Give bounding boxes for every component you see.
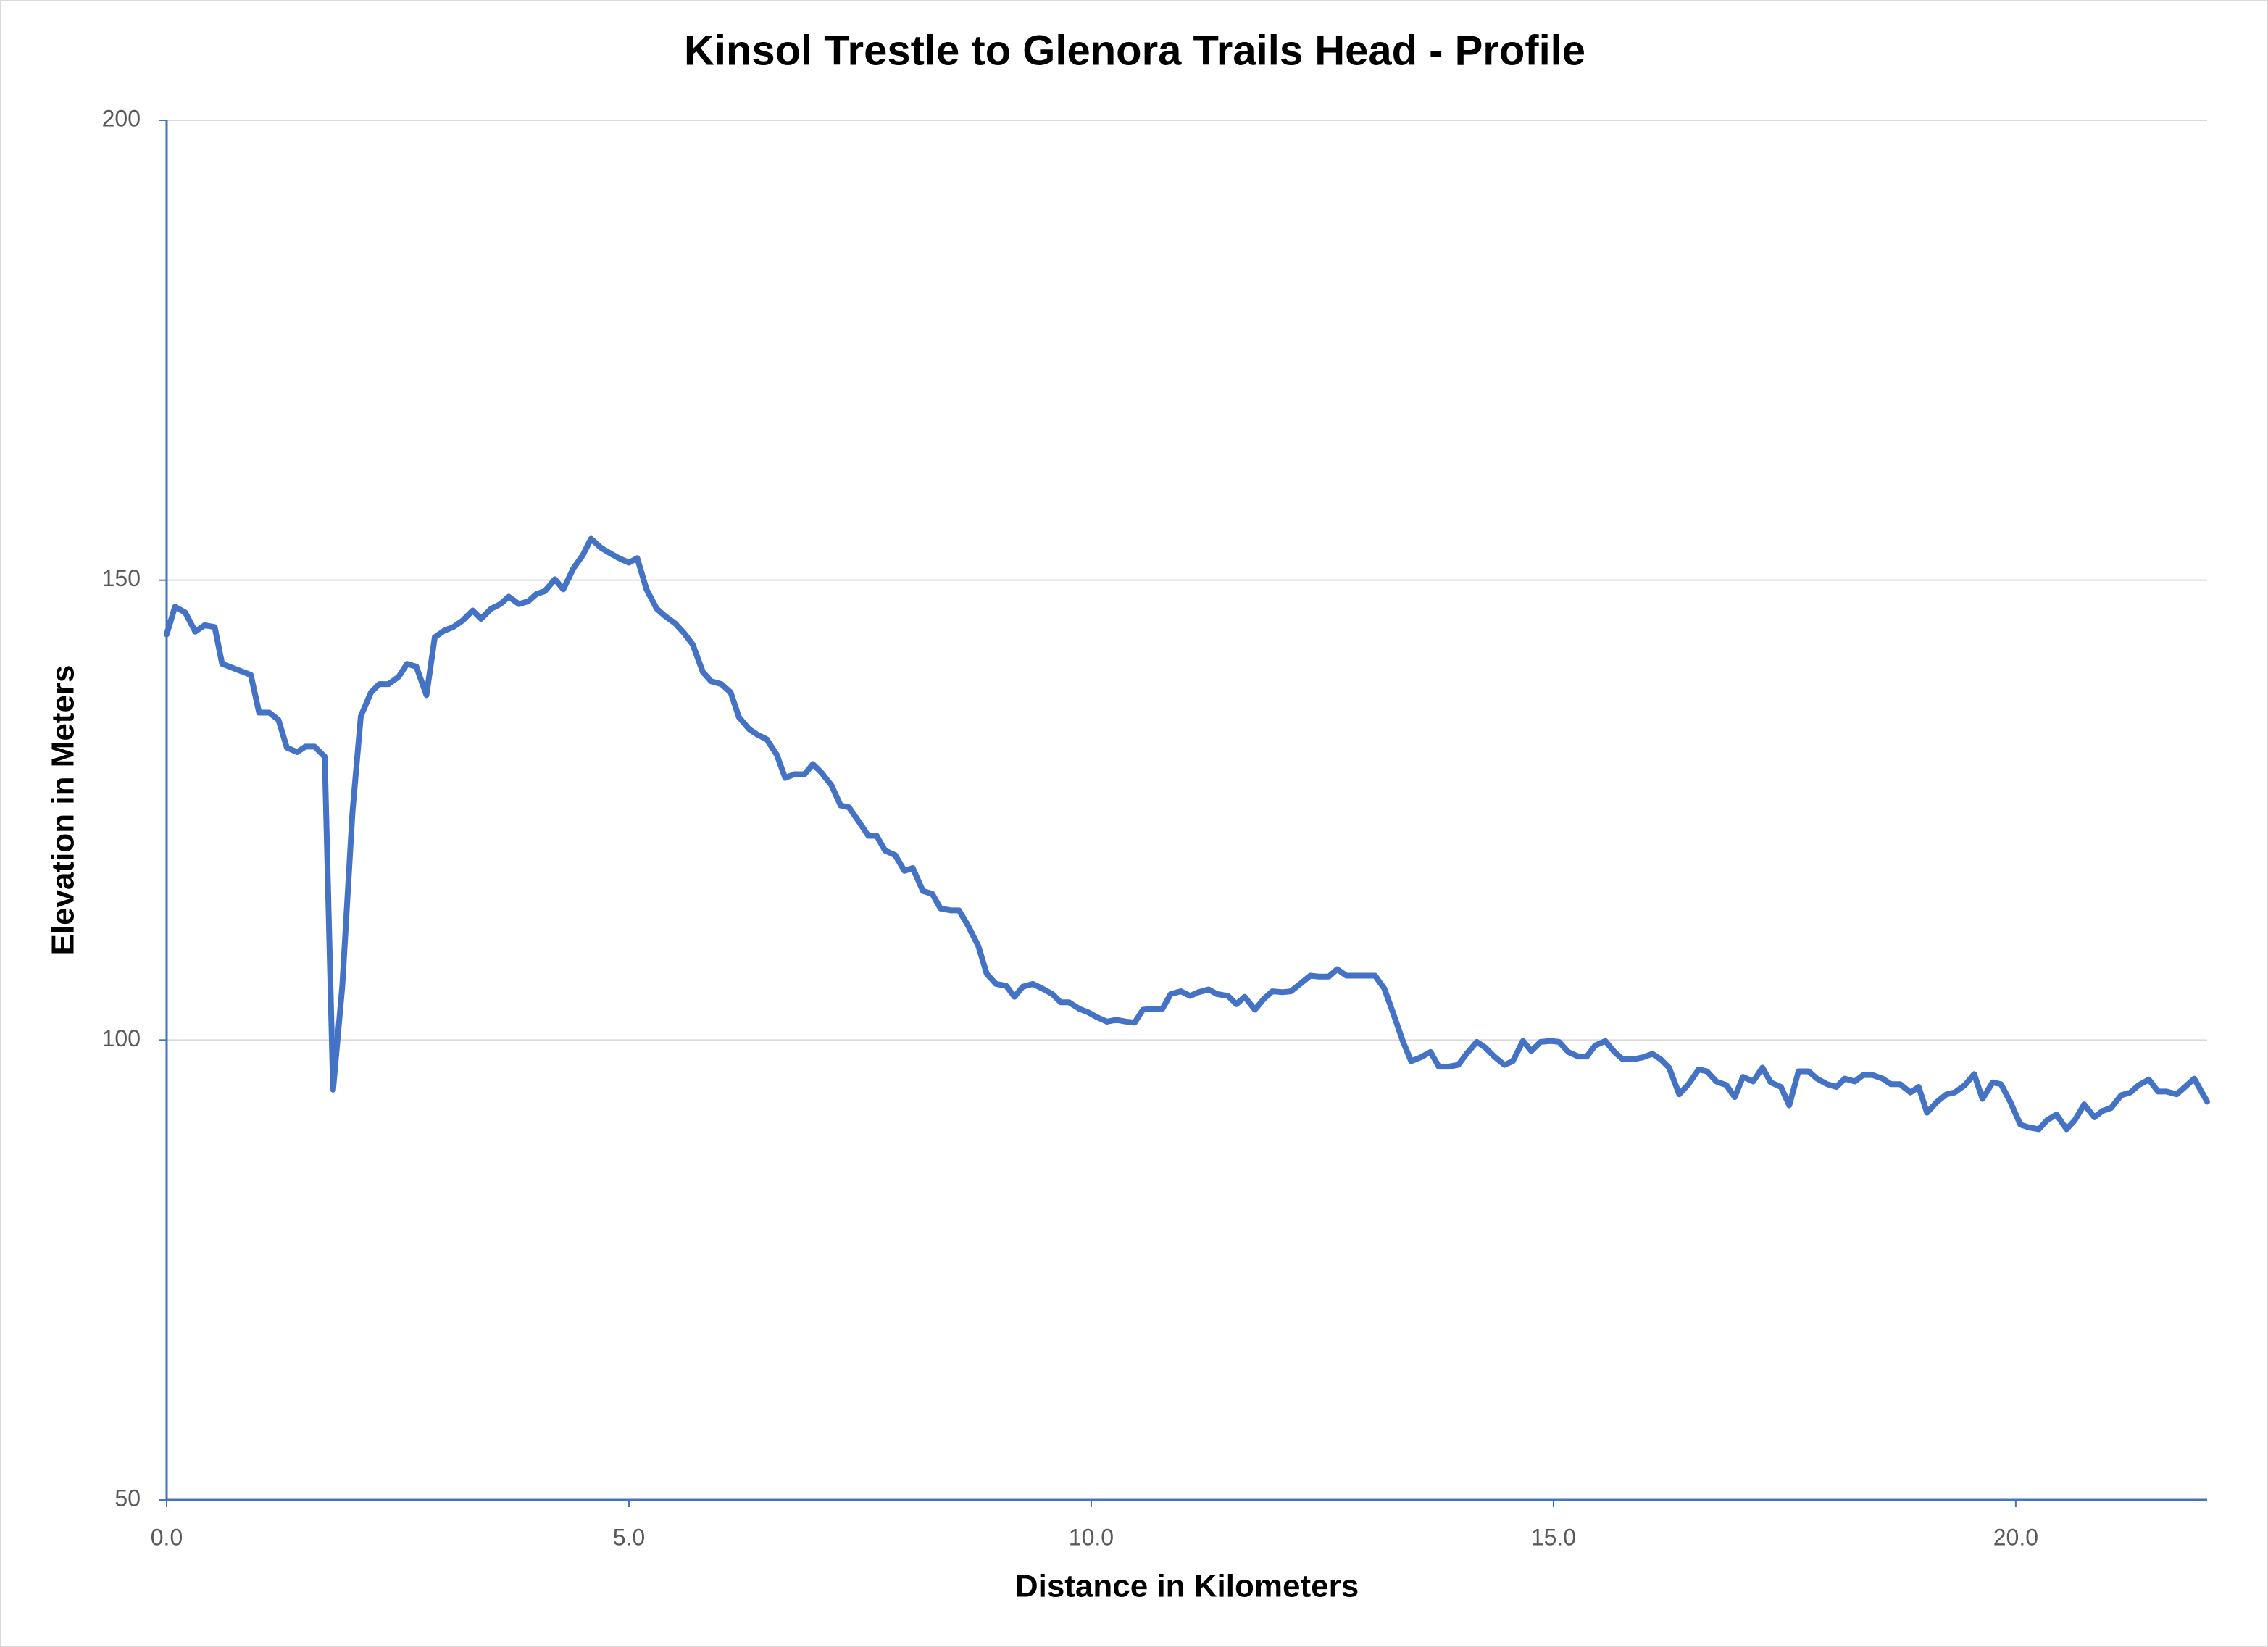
x-tick-label: 20.0	[1993, 1524, 2038, 1550]
x-tick-label: 0.0	[151, 1524, 183, 1550]
x-tick-label: 10.0	[1069, 1524, 1114, 1550]
x-tick-label: 15.0	[1531, 1524, 1576, 1550]
line-series	[164, 535, 2210, 1133]
y-tick-label: 50	[114, 1485, 141, 1511]
x-tick-label: 5.0	[613, 1524, 645, 1550]
y-tick-label: 150	[102, 565, 141, 591]
x-axis-label: Distance in Kilometers	[1015, 1569, 1359, 1604]
y-tick-label: 200	[102, 105, 141, 131]
y-tick-label: 100	[102, 1025, 141, 1051]
chart-title: Kinsol Trestle to Glenora Trails Head - …	[684, 27, 1585, 74]
y-axis-label: Elevation in Meters	[46, 664, 81, 955]
